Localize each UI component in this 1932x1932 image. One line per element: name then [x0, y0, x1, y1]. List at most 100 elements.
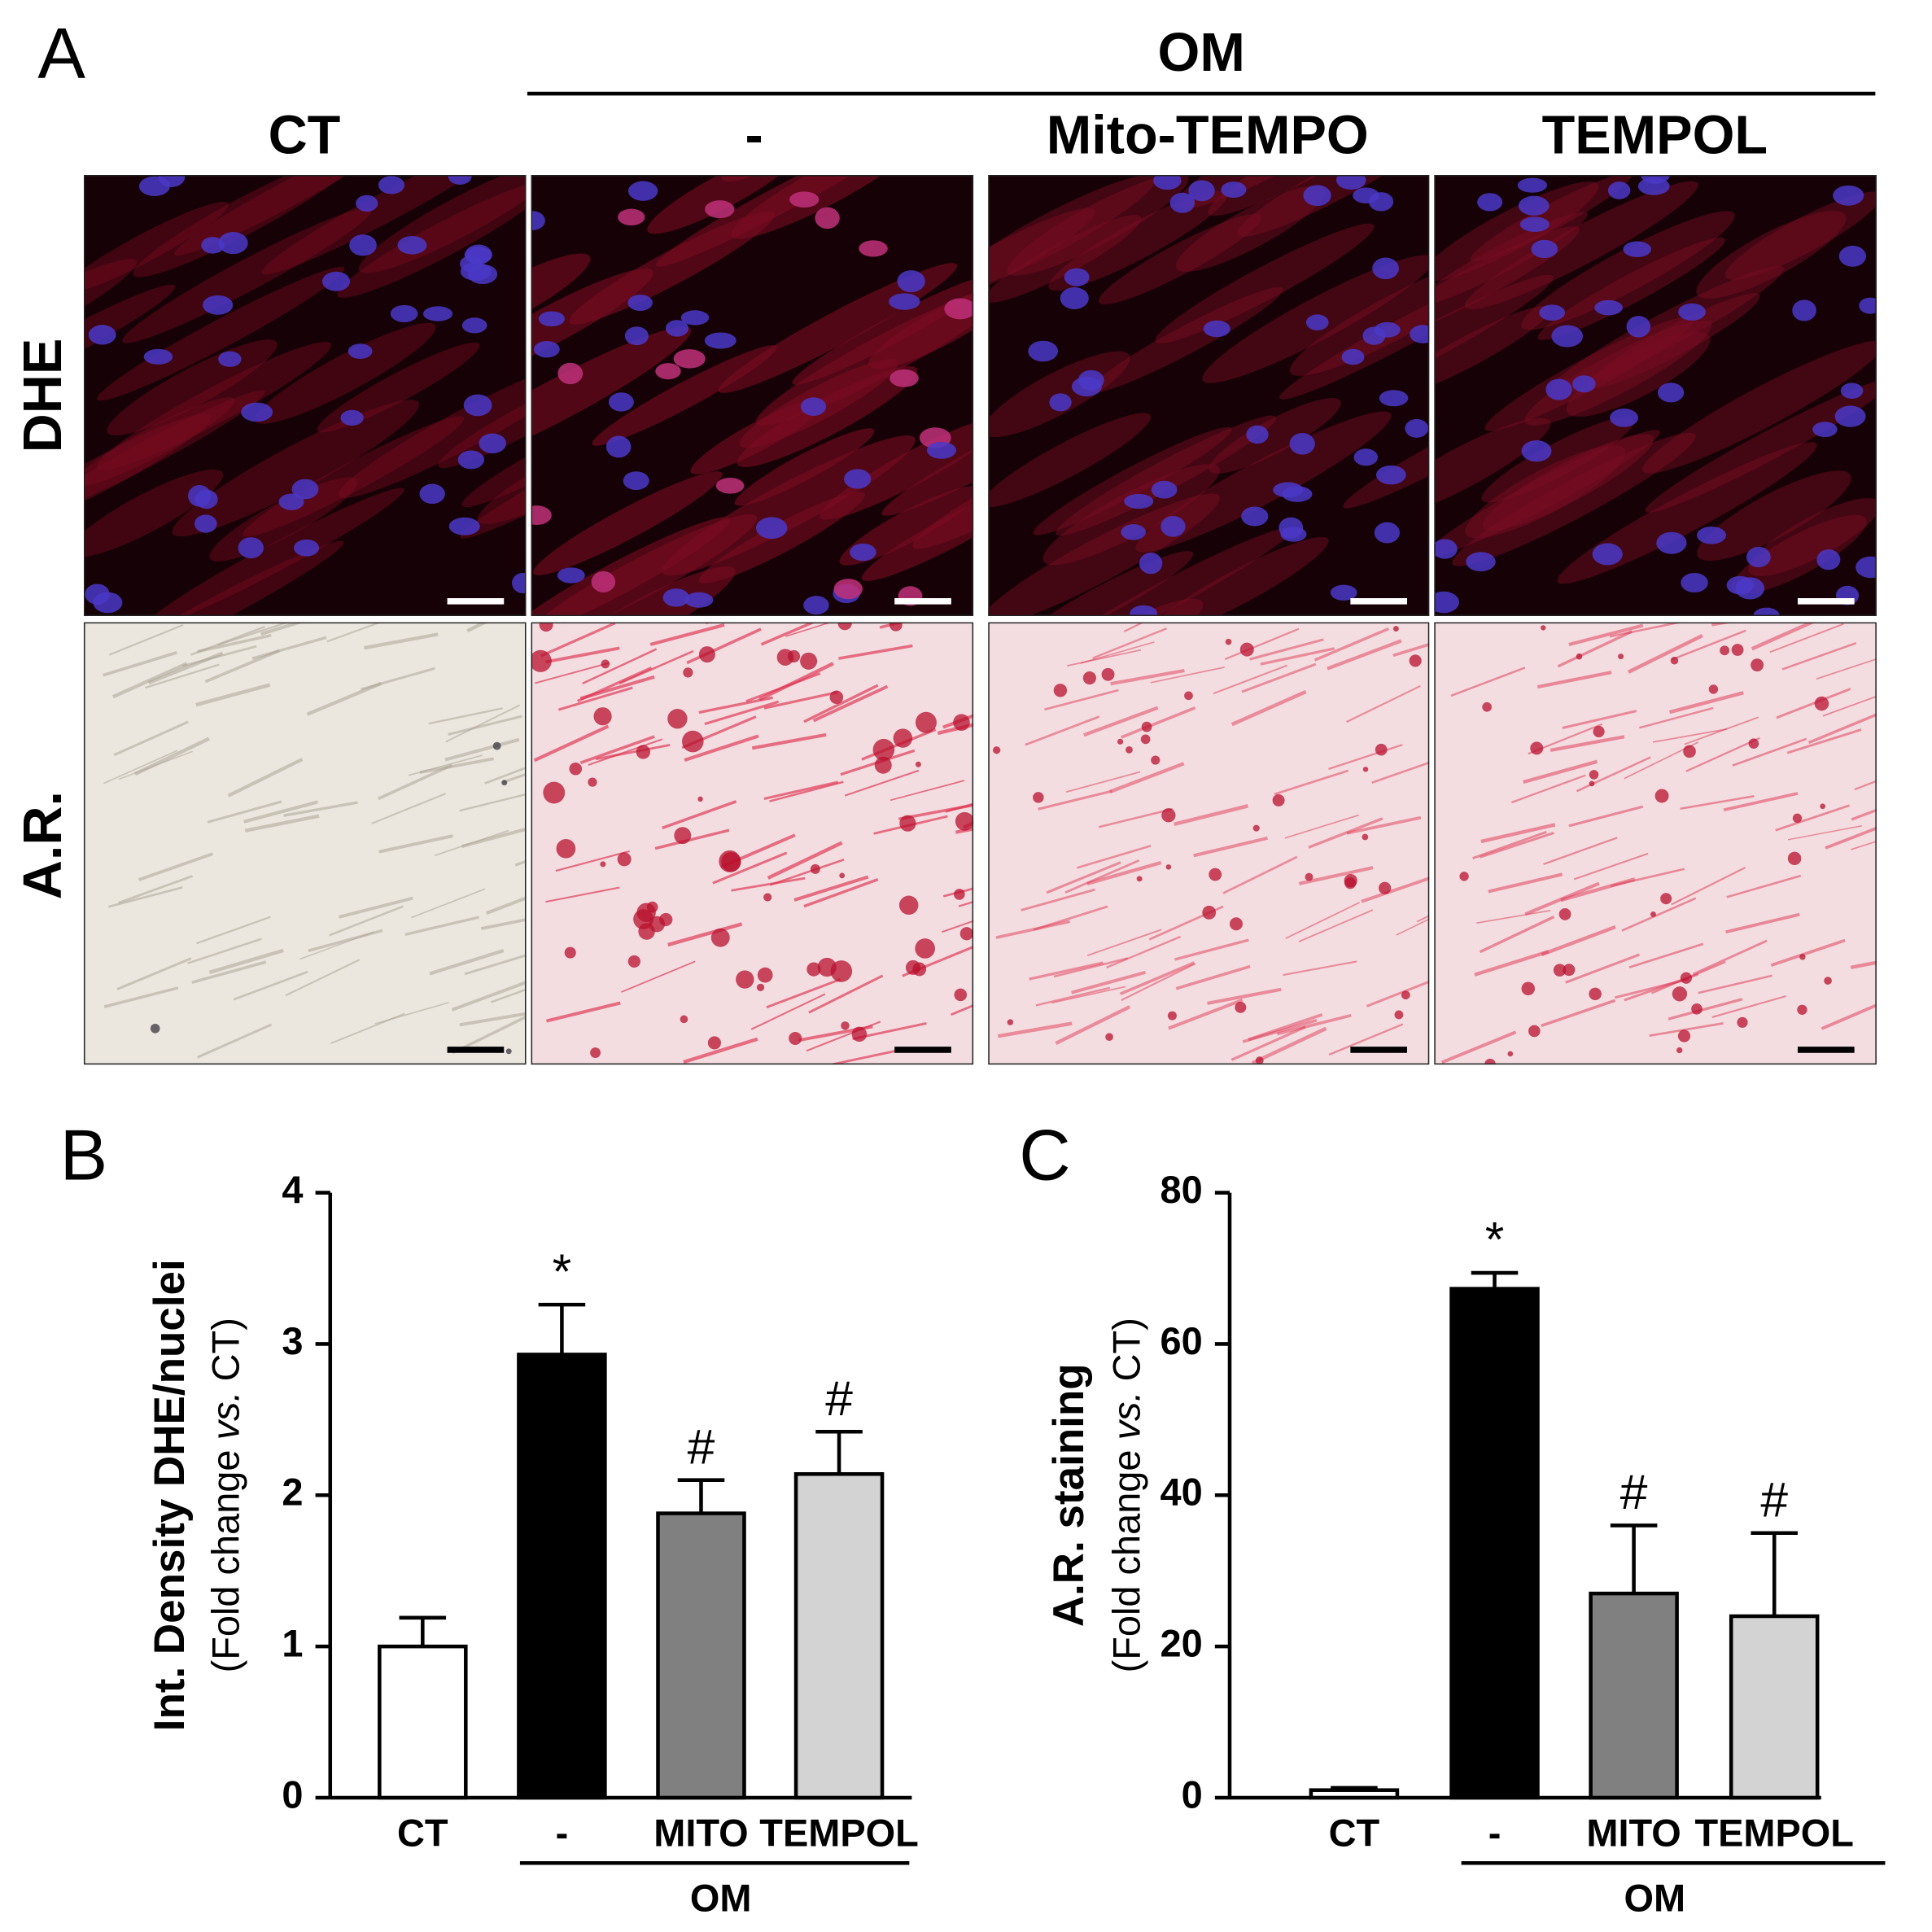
fiber — [1614, 977, 1689, 999]
fiber — [1241, 662, 1317, 693]
nucleus — [680, 310, 710, 326]
y-tick-label: 60 — [1160, 1320, 1202, 1362]
nodule — [837, 622, 852, 631]
fiber — [233, 970, 308, 1001]
nodule — [1409, 654, 1422, 667]
fiber — [419, 757, 495, 775]
nucleus — [756, 517, 788, 540]
fiber — [1086, 860, 1162, 885]
fiber — [1392, 642, 1430, 658]
nodule — [898, 895, 919, 916]
fiber — [1222, 855, 1298, 894]
cell — [1209, 398, 1341, 474]
fiber — [191, 960, 267, 984]
nodule — [1737, 1016, 1748, 1028]
fiber — [1207, 987, 1282, 1005]
fiber — [1224, 627, 1300, 661]
fiber — [1672, 629, 1746, 661]
fiber — [890, 780, 965, 802]
fiber — [1110, 668, 1185, 686]
nodule — [1255, 1056, 1264, 1064]
nucleus — [705, 200, 735, 219]
fiber — [683, 1037, 758, 1064]
nucleus — [1289, 433, 1315, 455]
fiber — [208, 948, 284, 974]
bar — [656, 1511, 746, 1800]
fiber — [769, 859, 845, 886]
nodule — [593, 707, 612, 726]
fiber — [1361, 876, 1430, 903]
fiber — [187, 938, 262, 964]
nodule — [841, 1021, 850, 1030]
nucleus — [1434, 539, 1458, 559]
nucleus — [238, 537, 264, 559]
nucleus — [1519, 216, 1550, 232]
nodule — [1797, 1004, 1807, 1015]
x-tick-label: - — [556, 1812, 569, 1854]
cell — [83, 469, 223, 558]
nodule — [810, 863, 820, 874]
nodule — [1530, 741, 1544, 755]
nucleus — [1517, 177, 1548, 193]
fiber — [308, 929, 383, 952]
fiber — [1726, 874, 1801, 898]
x-tick-label: MITO — [653, 1812, 748, 1854]
nucleus — [1121, 524, 1146, 540]
fiber — [196, 916, 271, 945]
nodule — [1344, 877, 1357, 890]
nucleus — [1221, 181, 1247, 198]
nodule — [1401, 990, 1410, 1000]
row-label: DHE — [13, 339, 73, 453]
cell — [881, 393, 974, 516]
fiber — [1711, 995, 1786, 1018]
x-tick-label: - — [1488, 1812, 1501, 1854]
cell — [1748, 497, 1877, 576]
nucleus — [1812, 422, 1838, 438]
nucleus — [1161, 515, 1186, 537]
nodule — [1184, 691, 1193, 701]
nodule — [1126, 746, 1133, 754]
nucleus — [1746, 546, 1771, 568]
fiber — [1610, 868, 1685, 888]
micrographs — [83, 174, 1877, 1065]
nodule — [1161, 808, 1176, 823]
cell — [819, 417, 974, 520]
nodule — [1305, 872, 1313, 881]
nodule — [667, 709, 688, 729]
fiber — [844, 769, 920, 797]
nucleus — [1840, 382, 1864, 399]
cell — [337, 181, 527, 298]
fiber — [1685, 737, 1760, 772]
nodule — [1748, 738, 1759, 749]
cell — [1641, 340, 1877, 474]
nodule — [1379, 881, 1392, 894]
nodule — [1165, 864, 1172, 870]
fiber — [1064, 859, 1140, 894]
fiber — [1480, 823, 1556, 844]
column-header: CT — [269, 106, 341, 166]
nucleus — [1623, 241, 1651, 257]
cell — [1033, 426, 1232, 535]
nucleus — [1816, 549, 1841, 570]
nucleus — [1833, 185, 1864, 206]
cell — [1547, 265, 1784, 395]
fiber — [243, 800, 319, 824]
nodule — [1507, 1051, 1514, 1057]
fiber — [1776, 688, 1851, 719]
nucleus — [1362, 326, 1386, 345]
nucleus — [1153, 174, 1182, 190]
fiber — [116, 957, 192, 990]
fiber — [444, 737, 520, 762]
nucleus — [890, 369, 919, 387]
cell — [1135, 411, 1392, 553]
nodule — [830, 960, 853, 982]
cell — [1007, 174, 1189, 276]
fiber — [378, 763, 453, 801]
fiber — [838, 644, 913, 660]
fiber — [1450, 667, 1526, 697]
fiber — [1573, 852, 1649, 881]
nodule — [954, 988, 968, 1002]
cell — [1016, 551, 1194, 617]
nodule — [1225, 638, 1232, 645]
fiber — [958, 901, 974, 907]
